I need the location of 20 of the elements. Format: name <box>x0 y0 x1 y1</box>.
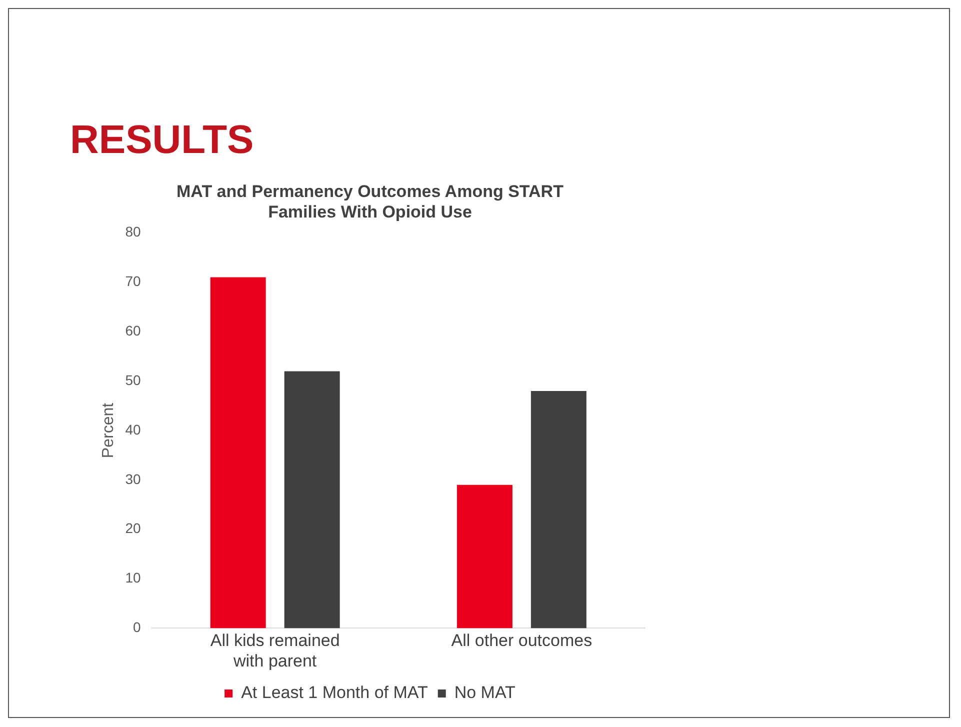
x-tick-label: All kids remained with parent <box>210 631 340 670</box>
chart-title: MAT and Permanency Outcomes Among START Families With Opioid Use <box>176 182 564 222</box>
y-tick-label: 50 <box>125 372 141 388</box>
y-tick-label: 30 <box>125 470 141 487</box>
y-tick-label: 10 <box>125 570 141 586</box>
bar <box>284 371 340 628</box>
y-tick-label: 0 <box>132 619 141 636</box>
y-tick-label: 80 <box>125 224 141 240</box>
legend-label: At Least 1 Month of MAT <box>241 683 428 702</box>
text: RESULTS <box>70 118 254 163</box>
y-tick-label: 70 <box>125 273 141 290</box>
x-tick-label: All other outcomes <box>451 631 592 650</box>
bar <box>530 390 586 628</box>
bar <box>456 484 512 628</box>
y-tick-label: 60 <box>125 322 141 339</box>
legend-label: No MAT <box>454 683 516 702</box>
y-tick-label: 20 <box>125 520 141 536</box>
y-axis-title: Percent <box>100 402 118 458</box>
bar <box>210 277 266 628</box>
y-tick-label: 40 <box>125 421 141 438</box>
